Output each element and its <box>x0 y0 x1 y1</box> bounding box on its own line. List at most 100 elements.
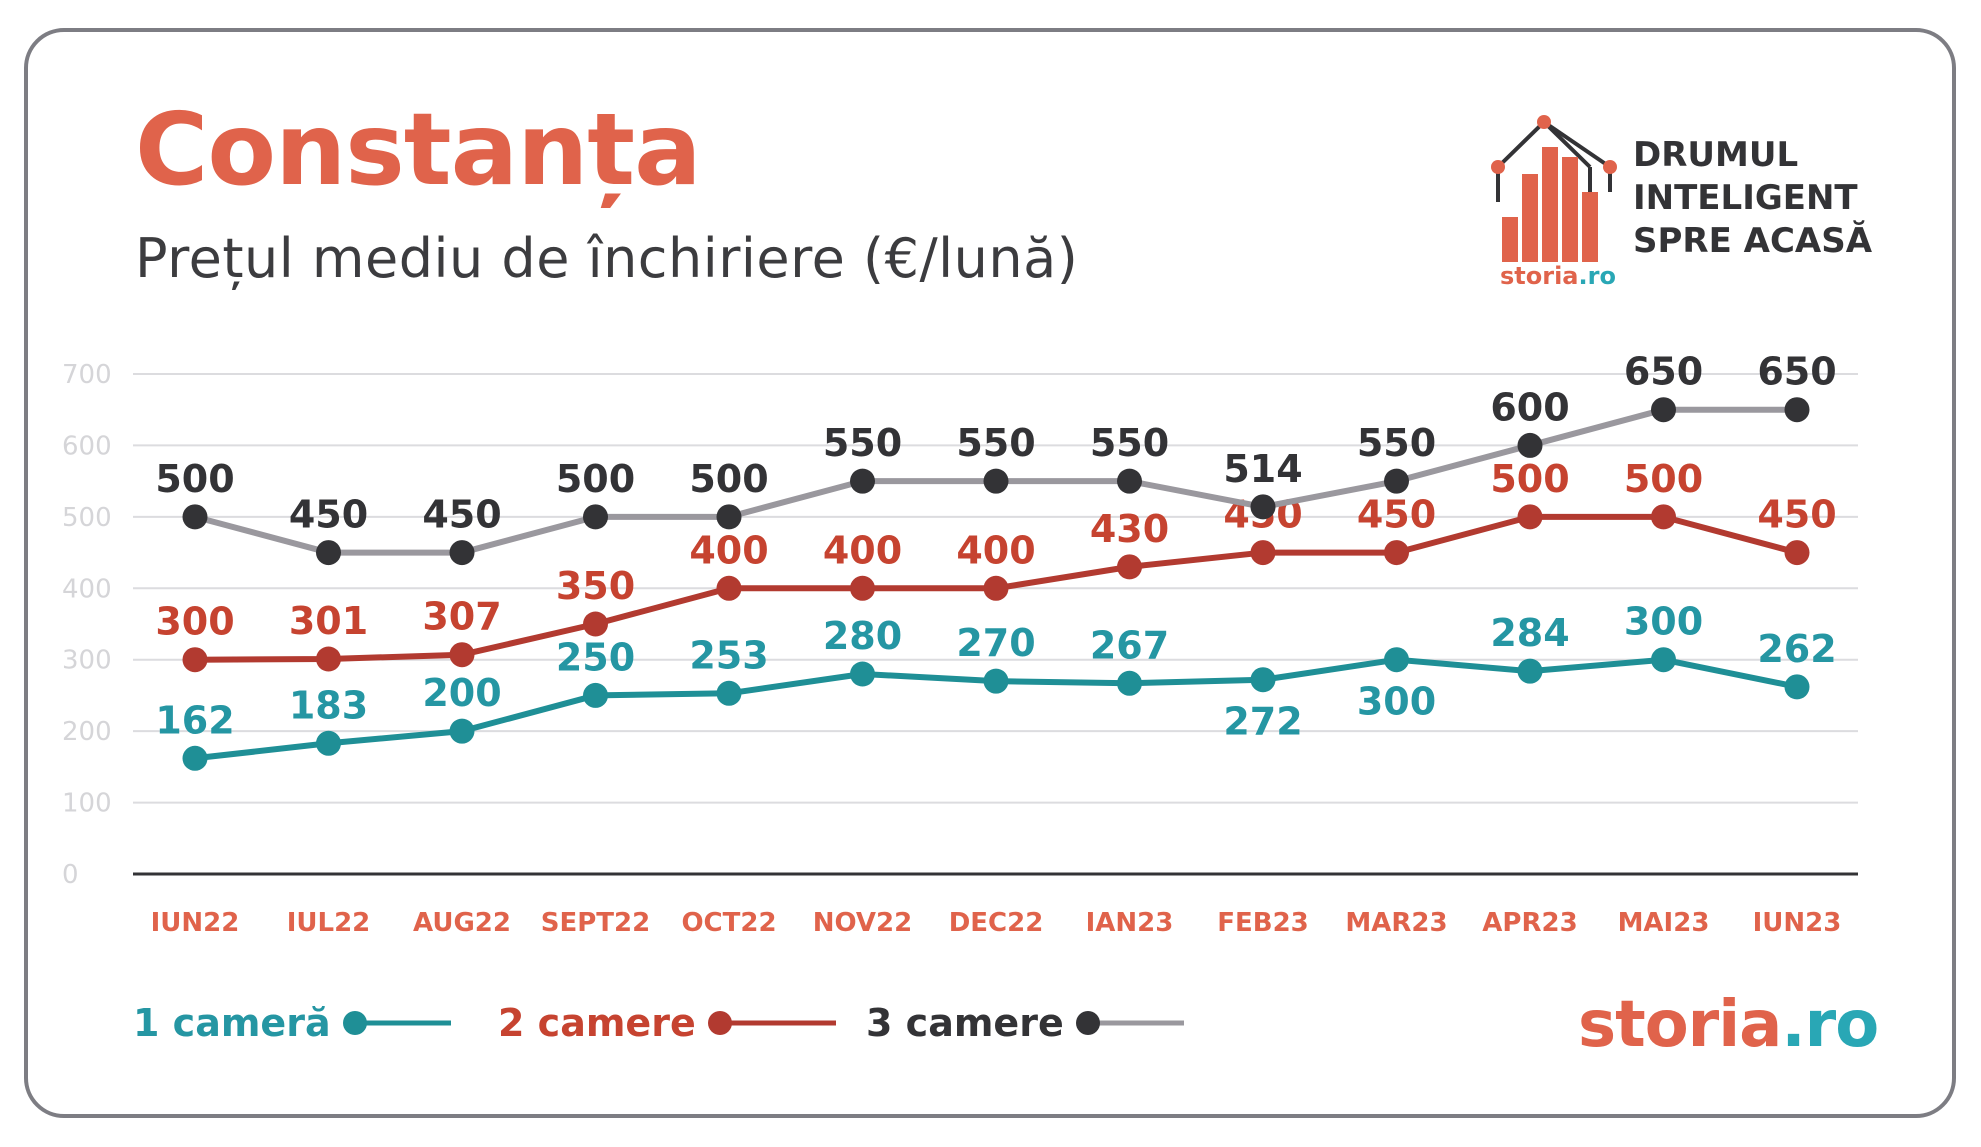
data-label-two: 500 <box>1624 457 1703 501</box>
data-label-one: 280 <box>823 614 902 658</box>
data-point-three <box>182 504 208 530</box>
x-tick-label: OCT22 <box>681 908 776 938</box>
data-point-one <box>583 682 608 708</box>
logo-tagline-line3: SPRE ACASĂ <box>1633 221 1873 261</box>
legend-swatch-one-room <box>342 1011 451 1035</box>
data-point-one <box>1517 658 1543 684</box>
x-tick-label: IUN23 <box>1753 908 1842 938</box>
data-point-two <box>182 647 208 673</box>
data-point-two <box>983 575 1009 601</box>
data-point-three <box>1651 397 1676 423</box>
data-point-three <box>1784 397 1810 423</box>
y-tick-label: 300 <box>62 646 112 676</box>
data-label-two: 400 <box>956 528 1035 572</box>
data-point-three <box>983 468 1009 494</box>
y-tick-label: 400 <box>62 574 112 604</box>
data-label-one: 267 <box>1090 623 1169 667</box>
data-label-three: 500 <box>155 457 234 501</box>
data-label-three: 550 <box>1357 421 1436 465</box>
data-point-one <box>316 730 341 756</box>
data-point-two <box>1784 540 1810 566</box>
data-point-two <box>1250 540 1276 566</box>
data-label-two: 400 <box>689 528 768 572</box>
logo-tagline: DRUMUL INTELIGENT SPRE ACASĂ <box>1633 134 1872 263</box>
y-tick-label: 700 <box>62 360 112 390</box>
x-tick-label: MAR23 <box>1345 908 1447 938</box>
data-label-two: 307 <box>422 595 501 639</box>
logo-small-brand-domain: .ro <box>1579 262 1616 290</box>
x-tick-label: DEC22 <box>949 908 1044 938</box>
data-label-one: 284 <box>1490 611 1569 655</box>
data-point-two <box>1384 540 1409 566</box>
data-label-three: 450 <box>422 493 501 537</box>
data-point-one <box>1651 647 1676 673</box>
brand-name: storia <box>1578 988 1782 1062</box>
data-label-three: 550 <box>956 421 1035 465</box>
logo-tagline-line1: DRUMUL <box>1633 135 1799 175</box>
data-label-one: 272 <box>1223 700 1302 744</box>
x-tick-label: IAN23 <box>1086 908 1174 938</box>
data-label-three: 650 <box>1757 350 1836 394</box>
data-label-two: 350 <box>556 564 635 608</box>
x-tick-label: NOV22 <box>813 908 912 938</box>
data-label-three: 650 <box>1624 350 1703 394</box>
data-point-one <box>449 718 475 744</box>
legend-swatch-three-rooms <box>1075 1011 1184 1035</box>
data-label-one: 200 <box>422 671 501 715</box>
data-label-three: 500 <box>689 457 768 501</box>
data-point-three <box>583 504 608 530</box>
data-label-one: 300 <box>1357 680 1436 724</box>
data-label-three: 550 <box>823 421 902 465</box>
legend-item-one-room: 1 cameră <box>133 997 456 1049</box>
data-label-one: 262 <box>1757 627 1836 671</box>
legend-item-two-rooms: 2 camere <box>498 997 841 1049</box>
y-tick-label: 100 <box>62 789 112 819</box>
data-label-three: 450 <box>289 493 368 537</box>
data-label-two: 450 <box>1357 493 1436 537</box>
data-point-two <box>1517 504 1543 530</box>
legend-swatch-two-rooms <box>707 1011 836 1035</box>
house-chart-logo-icon: storia.ro <box>1491 115 1617 290</box>
data-point-three <box>1250 494 1276 520</box>
data-point-two <box>1651 504 1676 530</box>
data-point-one <box>716 680 742 706</box>
data-point-two <box>716 575 742 601</box>
data-point-one <box>1384 647 1409 673</box>
y-tick-label: 500 <box>62 503 112 533</box>
data-point-three <box>1117 468 1142 494</box>
data-label-three: 600 <box>1490 385 1569 429</box>
data-label-two: 301 <box>289 599 368 643</box>
data-point-three <box>449 540 475 566</box>
data-point-two <box>1117 554 1142 580</box>
logo-tagline-line2: INTELIGENT <box>1633 178 1858 218</box>
data-label-one: 162 <box>155 698 234 742</box>
data-point-three <box>1517 432 1543 458</box>
data-point-three <box>850 468 875 494</box>
data-point-two <box>850 575 875 601</box>
legend-label-one-room: 1 cameră <box>133 1001 331 1045</box>
data-point-two <box>583 611 608 637</box>
data-label-one: 300 <box>1624 600 1703 644</box>
x-tick-label: IUN22 <box>151 908 240 938</box>
x-tick-label: IUL22 <box>287 908 371 938</box>
data-label-two: 450 <box>1757 493 1836 537</box>
data-label-three: 550 <box>1090 421 1169 465</box>
data-label-one: 183 <box>289 683 368 727</box>
data-label-one: 253 <box>689 633 768 677</box>
y-tick-label: 200 <box>62 717 112 747</box>
legend-label-three-rooms: 3 camere <box>866 1001 1064 1045</box>
data-label-two: 430 <box>1090 507 1169 551</box>
x-tick-label: SEPT22 <box>541 908 650 938</box>
data-point-one <box>983 668 1009 694</box>
legend-item-three-rooms: 3 camere <box>866 997 1189 1049</box>
data-point-one <box>1784 674 1810 700</box>
legend-label-two-rooms: 2 camere <box>498 1001 696 1045</box>
data-point-two <box>449 642 475 668</box>
y-tick-label: 0 <box>62 860 79 890</box>
page-title: Constanța <box>135 91 702 208</box>
logo-small-brand: storia <box>1500 262 1579 290</box>
data-label-one: 250 <box>556 635 635 679</box>
data-label-three: 514 <box>1223 447 1302 491</box>
data-point-one <box>850 661 875 687</box>
